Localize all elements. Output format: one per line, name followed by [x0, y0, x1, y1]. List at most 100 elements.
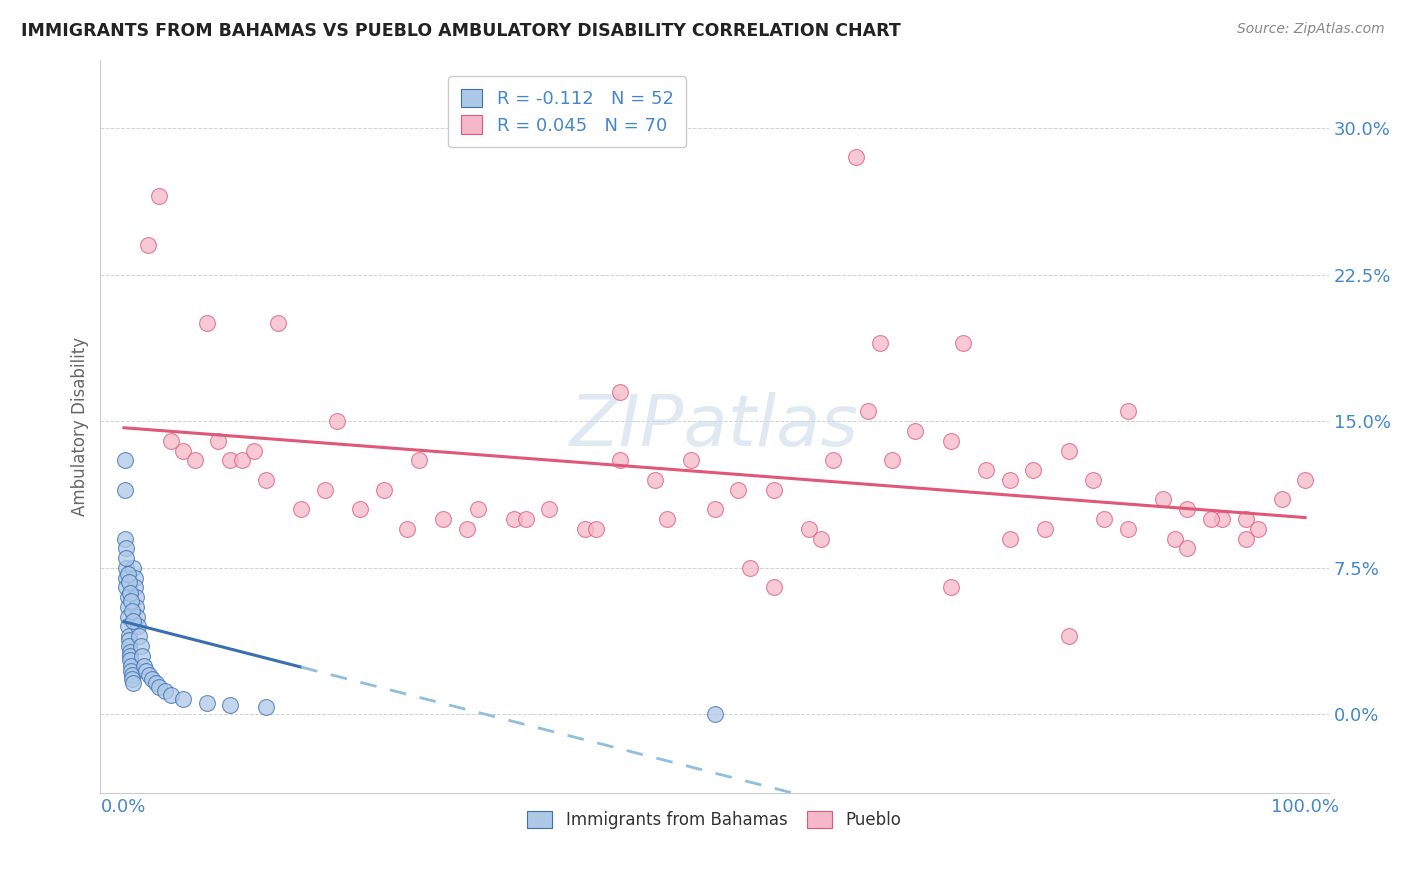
Point [810, 532, 832, 546]
Point [538, 502, 561, 516]
Point [1175, 541, 1198, 556]
Point [467, 502, 489, 516]
Point [644, 473, 666, 487]
Point [231, 453, 253, 467]
Point [1199, 512, 1222, 526]
Point [1234, 532, 1257, 546]
Point [128, 629, 150, 643]
Point [172, 691, 194, 706]
Point [118, 639, 141, 653]
Point [131, 648, 153, 663]
Point [1116, 522, 1139, 536]
Point [145, 676, 167, 690]
Point [136, 238, 159, 252]
Point [115, 581, 138, 595]
Point [609, 453, 631, 467]
Point [1057, 629, 1080, 643]
Point [195, 317, 218, 331]
Point [1270, 492, 1292, 507]
Point [797, 522, 820, 536]
Point [1175, 502, 1198, 516]
Point [117, 619, 139, 633]
Point [118, 574, 141, 589]
Point [266, 317, 288, 331]
Point [585, 522, 607, 536]
Point [998, 473, 1021, 487]
Point [349, 502, 371, 516]
Point [727, 483, 749, 497]
Y-axis label: Ambulatory Disability: Ambulatory Disability [72, 336, 89, 516]
Point [396, 522, 419, 536]
Point [207, 434, 229, 448]
Point [117, 609, 139, 624]
Point [115, 561, 138, 575]
Point [219, 453, 242, 467]
Point [856, 404, 879, 418]
Point [184, 453, 207, 467]
Point [325, 414, 347, 428]
Point [118, 648, 141, 663]
Point [127, 619, 149, 633]
Point [738, 561, 761, 575]
Point [998, 532, 1021, 546]
Point [114, 453, 136, 467]
Point [125, 590, 148, 604]
Point [1022, 463, 1045, 477]
Point [120, 594, 142, 608]
Point [821, 453, 844, 467]
Point [1247, 522, 1270, 536]
Point [703, 707, 725, 722]
Point [609, 384, 631, 399]
Point [138, 668, 160, 682]
Point [122, 676, 145, 690]
Point [1033, 522, 1056, 536]
Point [141, 673, 163, 687]
Point [456, 522, 478, 536]
Point [121, 604, 143, 618]
Point [172, 443, 194, 458]
Point [939, 434, 962, 448]
Point [974, 463, 997, 477]
Point [132, 658, 155, 673]
Point [314, 483, 336, 497]
Point [939, 581, 962, 595]
Point [1164, 532, 1187, 546]
Point [502, 512, 524, 526]
Legend: Immigrants from Bahamas, Pueblo: Immigrants from Bahamas, Pueblo [520, 804, 908, 836]
Point [118, 633, 141, 648]
Point [880, 453, 903, 467]
Point [115, 551, 138, 566]
Point [657, 512, 679, 526]
Text: Source: ZipAtlas.com: Source: ZipAtlas.com [1237, 22, 1385, 37]
Point [1294, 473, 1316, 487]
Point [254, 473, 277, 487]
Point [952, 336, 974, 351]
Point [1057, 443, 1080, 458]
Point [373, 483, 395, 497]
Point [1092, 512, 1115, 526]
Point [515, 512, 537, 526]
Point [121, 668, 143, 682]
Point [129, 639, 152, 653]
Point [845, 150, 868, 164]
Point [118, 653, 141, 667]
Text: ZIPatlas: ZIPatlas [569, 392, 859, 460]
Point [124, 571, 146, 585]
Point [1211, 512, 1233, 526]
Point [679, 453, 702, 467]
Point [160, 688, 183, 702]
Point [904, 424, 927, 438]
Point [118, 586, 141, 600]
Point [120, 658, 142, 673]
Point [1081, 473, 1104, 487]
Point [115, 571, 138, 585]
Point [762, 483, 785, 497]
Point [1152, 492, 1174, 507]
Point [114, 532, 136, 546]
Point [117, 566, 139, 581]
Point [135, 665, 157, 679]
Text: IMMIGRANTS FROM BAHAMAS VS PUEBLO AMBULATORY DISABILITY CORRELATION CHART: IMMIGRANTS FROM BAHAMAS VS PUEBLO AMBULA… [21, 22, 901, 40]
Point [574, 522, 596, 536]
Point [118, 645, 141, 659]
Point [290, 502, 312, 516]
